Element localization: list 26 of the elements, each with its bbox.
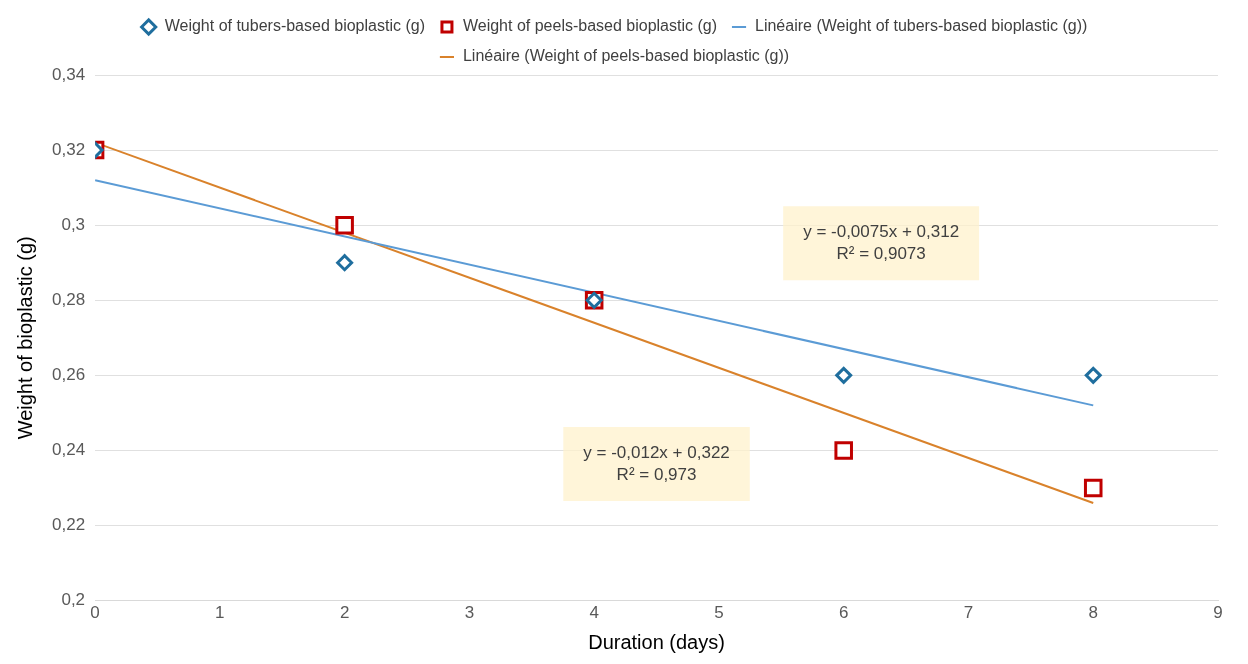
x-tick-label: 5 bbox=[714, 603, 724, 623]
y-tick-label: 0,28 bbox=[51, 289, 86, 309]
legend-label: Linéaire (Weight of tubers-based bioplastic (g)) bbox=[755, 17, 1088, 35]
x-tick-label: 4 bbox=[589, 603, 599, 623]
x-tick-label: 9 bbox=[1213, 603, 1223, 623]
y-tick-label: 0,22 bbox=[51, 515, 86, 535]
y-axis-title: Weight of bioplastic (g) bbox=[13, 236, 36, 440]
x-tick-label: 6 bbox=[838, 603, 849, 623]
y-tick-label: 0,2 bbox=[61, 590, 86, 610]
y-tick-label: 0,26 bbox=[51, 365, 86, 385]
annotation: y = -0,012x + 0,322 R² = 0,973 bbox=[583, 442, 730, 484]
x-tick-label: 2 bbox=[339, 603, 350, 623]
y-tick-label: 0,32 bbox=[51, 139, 86, 159]
x-tick-label: 1 bbox=[215, 603, 225, 623]
y-tick-label: 0,3 bbox=[61, 214, 86, 234]
x-tick-label: 3 bbox=[464, 603, 475, 623]
x-axis-title: Duration (days) bbox=[588, 630, 725, 653]
x-tick-label: 8 bbox=[1088, 603, 1098, 623]
legend-label: Linéaire (Weight of peels-based bioplastic (g)) bbox=[462, 47, 790, 65]
annotation: y = -0,0075x + 0,312 R² = 0,9073 bbox=[803, 221, 960, 263]
y-tick-label: 0,24 bbox=[51, 440, 86, 460]
x-tick-label: 7 bbox=[963, 603, 974, 623]
y-tick-label: 0,34 bbox=[51, 64, 86, 84]
x-tick-label: 0 bbox=[90, 603, 100, 623]
legend-label: Weight of tubers-based bioplastic (g) bbox=[164, 17, 425, 35]
legend-label: Weight of peels-based bioplastic (g) bbox=[462, 17, 718, 35]
